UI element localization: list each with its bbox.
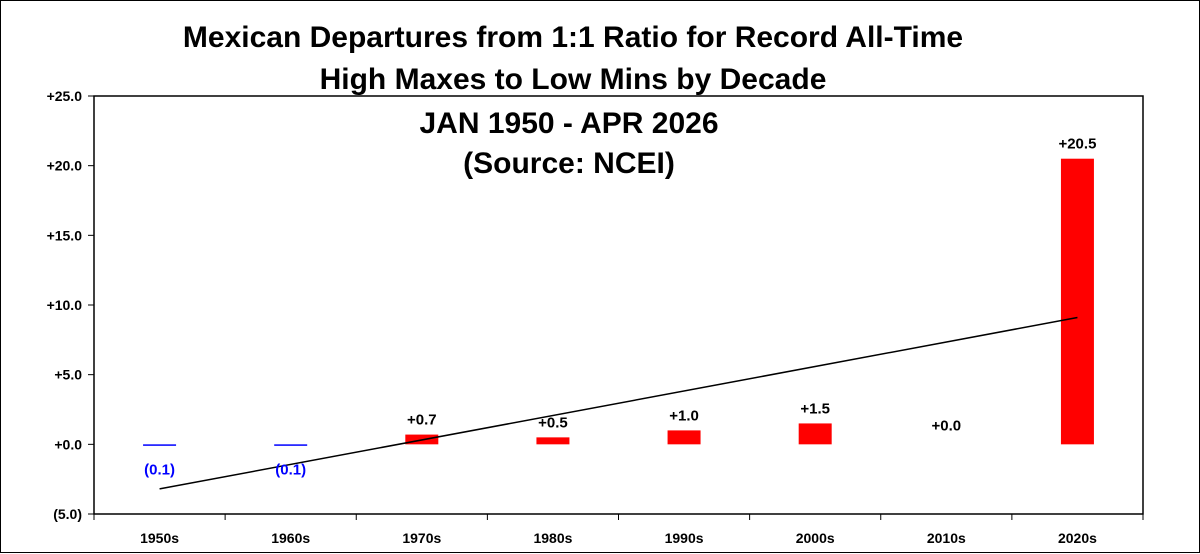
y-tick-label: +25.0 xyxy=(47,88,83,104)
x-category-label: 1970s xyxy=(402,530,441,546)
chart-title-line: High Maxes to Low Mins by Decade xyxy=(320,63,827,96)
bar-2020s xyxy=(1060,158,1094,445)
y-tick-label: +15.0 xyxy=(47,227,83,243)
data-label-1950s: (0.1) xyxy=(144,461,175,478)
y-tick-label: +0.0 xyxy=(54,436,82,452)
y-tick-label: +20.0 xyxy=(47,158,83,174)
data-label-2010s: +0.0 xyxy=(932,417,962,434)
x-category-label: 2020s xyxy=(1058,530,1097,546)
data-label-1980s: +0.5 xyxy=(538,414,568,431)
bar-1980s xyxy=(536,437,570,445)
data-label-2000s: +1.5 xyxy=(800,400,830,417)
x-category-label: 1950s xyxy=(140,530,179,546)
chart-title-line: JAN 1950 - APR 2026 xyxy=(419,107,718,140)
y-axis-ticks: +25.0 +20.0 +15.0 +10.0 +5.0 +0.0 (5.0) xyxy=(47,88,94,522)
x-axis-categories: 1950s 1960s 1970s 1980s 1990s 2000s 2010s 2020s xyxy=(93,514,1144,546)
data-label-1960s: (0.1) xyxy=(275,461,306,478)
chart-title-line: Mexican Departures from 1:1 Ratio for Re… xyxy=(183,21,963,54)
x-category-label: 1960s xyxy=(271,530,310,546)
y-tick-label: +5.0 xyxy=(54,367,82,383)
bar-1990s xyxy=(667,430,701,445)
data-label-1990s: +1.0 xyxy=(669,407,699,424)
data-labels: (0.1) (0.1) +0.7 +0.5 +1.0 +1.5 +0.0 +20.5 xyxy=(144,136,1096,479)
chart-title-line: (Source: NCEI) xyxy=(463,147,675,180)
x-category-label: 1990s xyxy=(665,530,704,546)
data-label-2020s: +20.5 xyxy=(1058,136,1096,153)
x-category-label: 1980s xyxy=(533,530,572,546)
trendline-group xyxy=(159,316,1078,490)
bar-2000s xyxy=(798,423,832,445)
bar-1960s xyxy=(274,444,308,446)
trendline xyxy=(159,316,1078,490)
y-tick-label: (5.0) xyxy=(53,506,82,522)
x-category-label: 2010s xyxy=(927,530,966,546)
bar-1950s xyxy=(143,444,177,446)
y-tick-label: +10.0 xyxy=(47,297,83,313)
x-category-label: 2000s xyxy=(796,530,835,546)
chart-title: Mexican Departures from 1:1 Ratio for Re… xyxy=(183,21,963,180)
data-label-1970s: +0.7 xyxy=(407,412,437,429)
